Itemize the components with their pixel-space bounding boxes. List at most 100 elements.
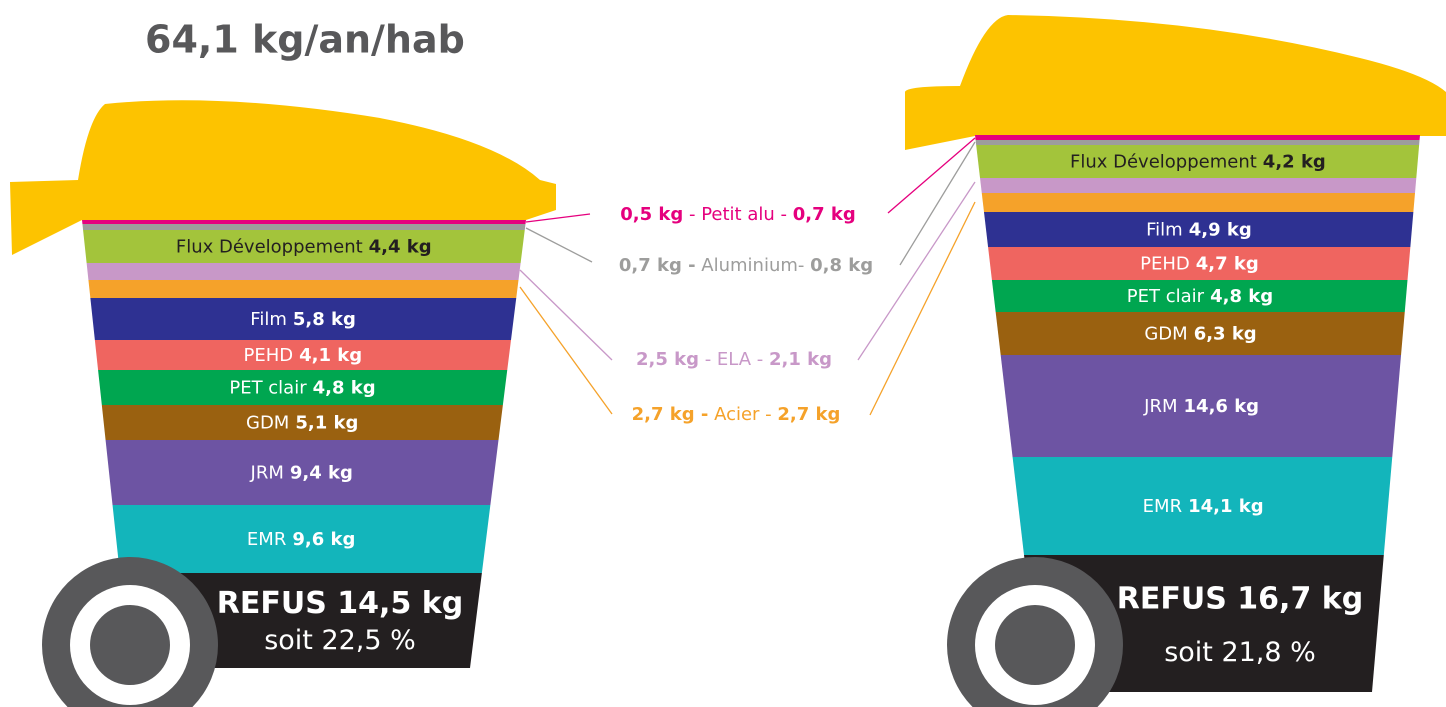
connector: [519, 269, 613, 361]
bin-layer: [90, 298, 517, 340]
refus-label: REFUS 14,5 kg: [217, 586, 463, 621]
layer-name: PEHD: [243, 345, 293, 366]
layer-label: PET clair 4,8 kg: [229, 378, 375, 399]
wheel-hub: [995, 605, 1075, 685]
layer-label: PET clair 4,8 kg: [1127, 286, 1273, 307]
layer-name: PET clair: [229, 378, 307, 399]
connector: [525, 227, 593, 263]
bin-layer: [1012, 457, 1393, 555]
layer-name: PEHD: [1140, 254, 1190, 275]
layer-amount: 5,8 kg: [293, 309, 356, 330]
layer-amount: 14,1 kg: [1188, 496, 1264, 517]
legend-item: 2,7 kg - Acier - 2,7 kg: [632, 404, 841, 425]
legend-middle: Acier -: [708, 404, 777, 425]
bin-layer: [981, 193, 1416, 212]
layer-amount: 4,4 kg: [369, 237, 432, 258]
bin-layer: [975, 140, 1420, 145]
layer-label: GDM 6,3 kg: [1144, 324, 1256, 345]
bin-layer: [88, 280, 519, 298]
bin-layer: [94, 340, 511, 370]
layer-name: GDM: [246, 413, 289, 434]
legend-right: 2,1 kg: [769, 349, 832, 370]
layer-label: Film 5,8 kg: [250, 309, 356, 330]
layer-name: Film: [1146, 220, 1183, 241]
legend-left: 2,7 kg -: [632, 404, 709, 425]
layer-amount: 4,7 kg: [1196, 254, 1259, 275]
layer-label: GDM 5,1 kg: [246, 413, 358, 434]
connector: [857, 181, 976, 361]
bin-layer: [98, 370, 508, 405]
lid-left: [10, 100, 556, 255]
layer-label: EMR 9,6 kg: [247, 529, 355, 550]
legend-right: 0,8 kg: [810, 255, 873, 276]
layer-name: JRM: [1143, 396, 1177, 417]
bin-layer: [995, 312, 1405, 355]
layer-name: EMR: [1143, 496, 1182, 517]
bin-layer: [105, 440, 499, 505]
legend-right: 2,7 kg: [777, 404, 840, 425]
layer-amount: 9,4 kg: [290, 463, 353, 484]
layer-name: Flux Développement: [1070, 152, 1257, 173]
layer-amount: 6,3 kg: [1194, 324, 1257, 345]
connector: [887, 137, 976, 214]
legend-right: 0,7 kg: [793, 204, 856, 225]
layer-label: JRM 14,6 kg: [1143, 396, 1259, 417]
refus-share: soit 21,8 %: [1164, 637, 1316, 668]
layer-amount: 4,8 kg: [1210, 286, 1273, 307]
bin-layer: [101, 405, 503, 440]
layer-label: JRM 9,4 kg: [250, 463, 353, 484]
legend-left: 2,5 kg: [636, 349, 699, 370]
layer-amount: 4,1 kg: [299, 345, 362, 366]
legend-left: 0,5 kg: [620, 204, 683, 225]
bin-layer: [83, 230, 525, 263]
layer-label: EMR 14,1 kg: [1143, 496, 1264, 517]
layer-label: PEHD 4,1 kg: [243, 345, 362, 366]
legend: 0,5 kg - Petit alu - 0,7 kg 0,7 kg - Alum…: [519, 137, 976, 425]
bin-layer: [1000, 355, 1402, 457]
bin-layer: [82, 220, 526, 224]
layer-amount: 14,6 kg: [1184, 396, 1260, 417]
layer-label: Film 4,9 kg: [1146, 220, 1252, 241]
layer-name: JRM: [250, 463, 284, 484]
bin-layer: [988, 247, 1411, 280]
bin-layer: [983, 212, 1414, 247]
legend-middle: - Petit alu -: [683, 204, 792, 225]
legend-left: 0,7 kg -: [619, 255, 696, 276]
legend-middle: - ELA -: [699, 349, 769, 370]
connector: [519, 286, 613, 415]
bin-layer: [976, 145, 1420, 178]
bin-layer: [112, 505, 491, 573]
title: 64,1 kg/an/hab: [145, 18, 465, 62]
layer-amount: 4,9 kg: [1189, 220, 1252, 241]
legend-middle: Aluminium-: [696, 255, 811, 276]
bin-layer: [86, 263, 521, 280]
layer-name: Film: [250, 309, 287, 330]
legend-item: 2,5 kg - ELA - 2,1 kg: [636, 349, 832, 370]
refus-share: soit 22,5 %: [264, 625, 416, 656]
refus-label: REFUS 16,7 kg: [1117, 582, 1363, 617]
layer-amount: 9,6 kg: [292, 529, 355, 550]
bin-layer: [991, 280, 1408, 312]
layer-name: Flux Développement: [176, 237, 363, 258]
layer-label: Flux Développement 4,2 kg: [1070, 152, 1326, 173]
bin-layer: [82, 224, 526, 230]
layer-label: PEHD 4,7 kg: [1140, 254, 1259, 275]
layer-amount: 4,2 kg: [1263, 152, 1326, 173]
bin-layer: [975, 135, 1420, 140]
lid-right: [905, 15, 1446, 150]
legend-item: 0,7 kg - Aluminium- 0,8 kg: [619, 255, 873, 276]
connector: [869, 201, 976, 416]
layer-label: Flux Développement 4,4 kg: [176, 237, 432, 258]
connector: [525, 213, 591, 223]
wheel-hub: [90, 605, 170, 685]
connector: [899, 141, 976, 266]
bin-layer: [980, 178, 1417, 193]
layer-name: PET clair: [1127, 286, 1205, 307]
layer-amount: 5,1 kg: [295, 413, 358, 434]
legend-item: 0,5 kg - Petit alu - 0,7 kg: [620, 204, 855, 225]
layer-name: GDM: [1144, 324, 1187, 345]
layer-amount: 4,8 kg: [313, 378, 376, 399]
